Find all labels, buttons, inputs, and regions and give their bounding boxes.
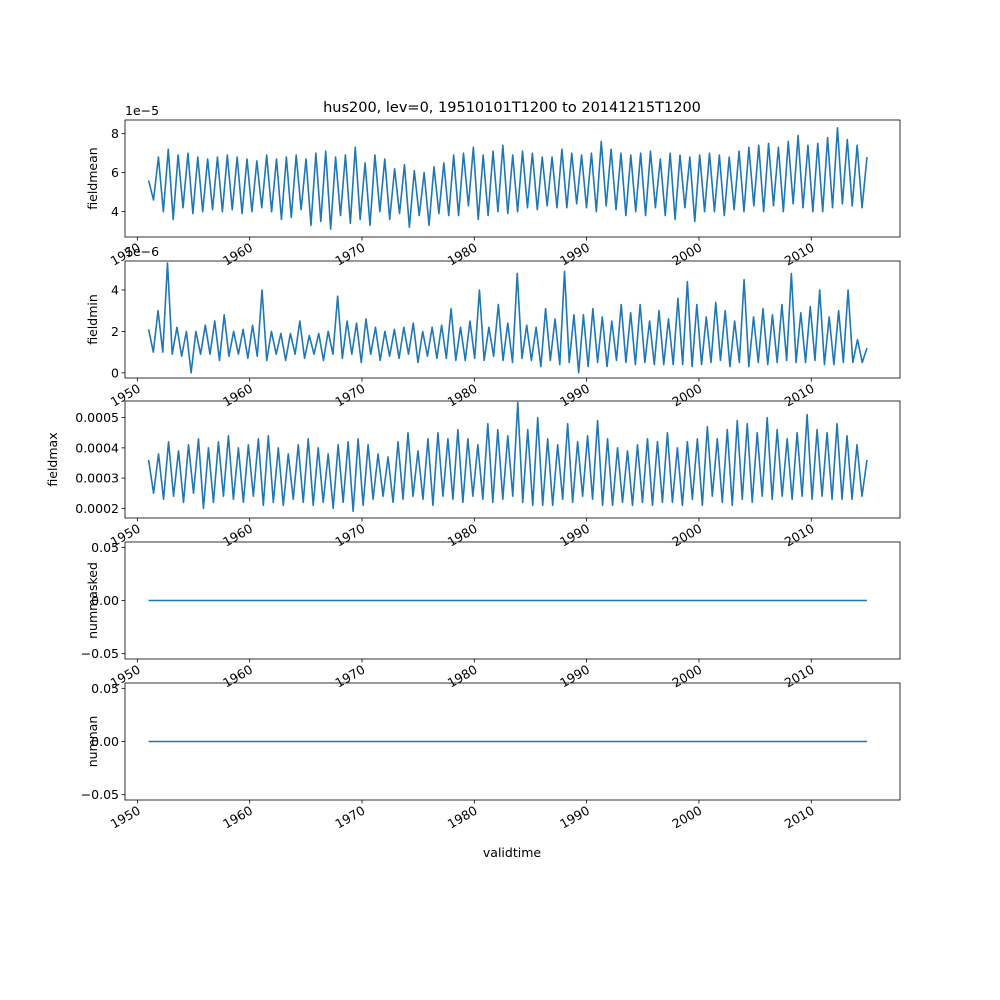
y-tick-label: 8 (111, 126, 119, 141)
chart-title: hus200, lev=0, 19510101T1200 to 20141215… (323, 100, 701, 116)
y-axis-label: numnan (85, 716, 100, 768)
y-tick-label: 0.0005 (75, 410, 119, 425)
y-tick-label: 0.0004 (75, 440, 119, 455)
axes-frame (124, 400, 901, 519)
y-tick-label: 0.05 (91, 681, 119, 696)
y-axis-label: fieldmax (45, 432, 60, 486)
y-tick-label: 4 (111, 204, 119, 219)
y-tick-label: 0.00 (91, 593, 119, 608)
y-tick-label: 0.0002 (75, 501, 119, 516)
y-tick-label: 6 (111, 165, 119, 180)
data-line-fieldmin (147, 262, 868, 374)
y-tick-label: 2 (111, 324, 119, 339)
y-tick-label: −0.05 (81, 646, 119, 661)
y-offset-text: 1e−6 (125, 244, 159, 259)
y-tick-label: −0.05 (81, 787, 119, 802)
y-tick-label: 0.00 (91, 734, 119, 749)
axes-frame (124, 260, 901, 379)
y-axis-label: fieldmean (85, 147, 100, 209)
y-tick-label: 4 (111, 282, 119, 297)
y-axis-label: nummasked (85, 562, 100, 639)
data-line-fieldmax (147, 401, 868, 513)
y-tick-label: 0.0003 (75, 471, 119, 486)
y-offset-text: 1e−5 (125, 103, 159, 118)
data-line-fieldmean (147, 127, 868, 230)
y-tick-label: 0.05 (91, 540, 119, 555)
y-axis-label: fieldmin (85, 294, 100, 345)
y-tick-label: 0 (111, 365, 119, 380)
x-axis-label: validtime (483, 845, 541, 860)
axes-frame (124, 119, 901, 238)
